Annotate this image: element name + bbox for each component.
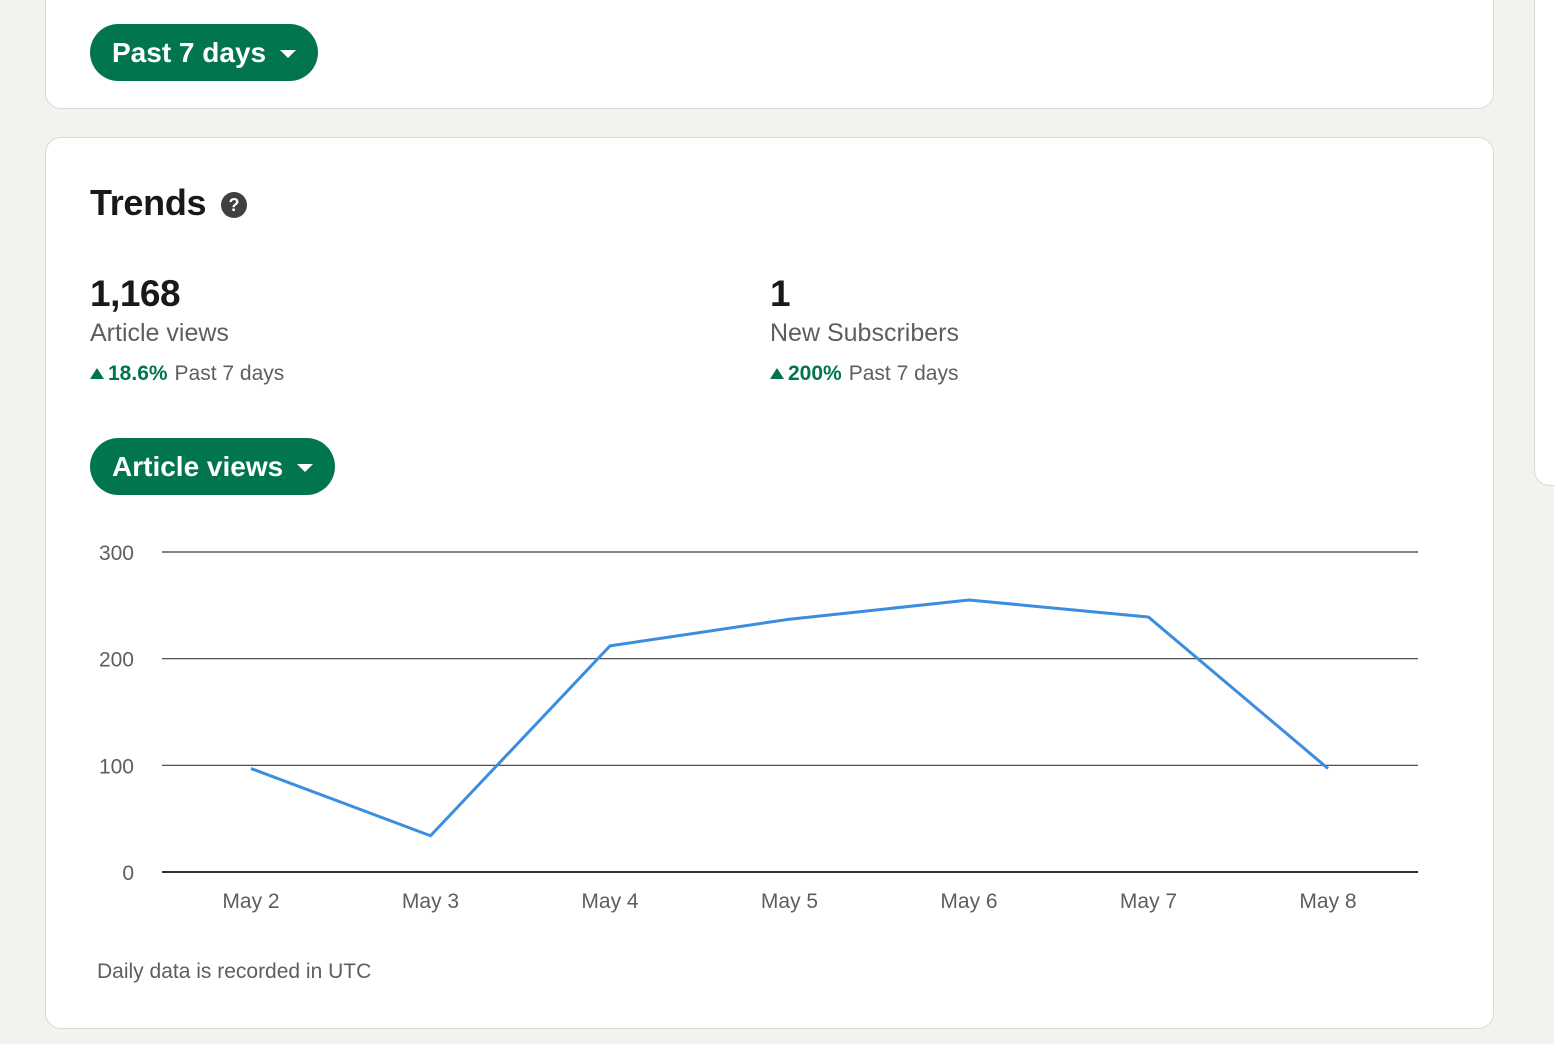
caret-down-icon [280, 49, 297, 58]
data-point-may-6[interactable] [963, 594, 975, 606]
stat-article-views: 1,168 Article views 18.6% Past 7 days [90, 272, 284, 386]
data-point-may-2[interactable] [245, 763, 257, 775]
y-tick-label: 100 [99, 755, 134, 778]
caret-down-icon [297, 463, 314, 472]
series-line [250, 598, 1329, 838]
stat-value: 1 [770, 273, 791, 314]
filter-card: Past 7 days [45, 0, 1494, 109]
chart-footnote: Daily data is recorded in UTC [97, 960, 372, 983]
chart-gridlines [162, 551, 1418, 873]
data-point-may-7[interactable] [1143, 611, 1155, 623]
trends-title: Trends [90, 182, 207, 223]
x-tick-label: May 7 [1120, 890, 1177, 913]
stat-change-period: Past 7 days [848, 362, 959, 385]
stat-change: 18.6% Past 7 days [90, 362, 284, 386]
chart-y-ticks: 0 100 200 300 [99, 542, 134, 885]
data-point-may-3[interactable] [425, 830, 437, 842]
stat-value: 1,168 [90, 273, 181, 314]
stat-change-period: Past 7 days [174, 362, 285, 385]
triangle-up-icon [90, 367, 104, 379]
stat-label: New Subscribers [770, 319, 959, 347]
triangle-up-icon [770, 367, 784, 379]
time-range-dropdown-button[interactable]: Past 7 days [90, 24, 319, 81]
metric-dropdown-button[interactable]: Article views [90, 438, 336, 495]
y-tick-label: 200 [99, 649, 134, 672]
x-tick-label: May 4 [581, 890, 639, 913]
x-tick-label: May 5 [761, 890, 818, 913]
stat-change: 200% Past 7 days [770, 362, 959, 386]
x-tick-label: May 6 [940, 890, 997, 913]
stat-new-subscribers: 1 New Subscribers 200% Past 7 days [770, 272, 959, 386]
y-tick-label: 0 [122, 862, 134, 885]
data-point-may-4[interactable] [604, 640, 616, 652]
metric-label: Article views [112, 450, 284, 482]
x-tick-label: May 8 [1299, 890, 1356, 913]
chart-series [245, 594, 1334, 842]
data-point-may-5[interactable] [784, 613, 796, 625]
side-card [1534, 0, 1554, 486]
data-point-may-8[interactable] [1322, 763, 1334, 775]
time-range-label: Past 7 days [112, 36, 267, 68]
question-circle-icon[interactable]: ? [221, 192, 247, 218]
y-tick-label: 300 [99, 542, 134, 565]
stat-label: Article views [90, 319, 229, 347]
trends-card: Trends ? 1,168 Article views 18.6% Past … [45, 137, 1494, 1029]
stat-change-percent: 200% [788, 362, 842, 385]
x-tick-label: May 2 [222, 890, 279, 913]
x-tick-label: May 3 [402, 890, 459, 913]
stat-change-percent: 18.6% [108, 362, 168, 385]
chart-x-ticks: May 2 May 3 May 4 May 5 May 6 May 7 May 8 [222, 890, 1356, 913]
